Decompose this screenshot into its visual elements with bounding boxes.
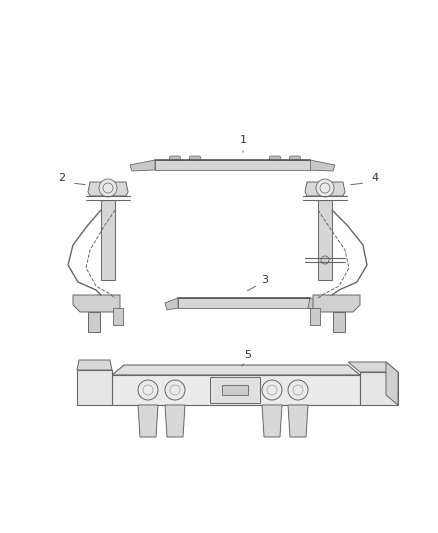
Polygon shape: [289, 156, 301, 160]
Polygon shape: [262, 405, 282, 437]
Polygon shape: [313, 295, 360, 312]
Polygon shape: [130, 160, 155, 171]
Polygon shape: [101, 200, 115, 280]
Polygon shape: [308, 160, 335, 171]
Text: 4: 4: [371, 173, 378, 183]
Polygon shape: [308, 298, 322, 310]
Polygon shape: [189, 156, 201, 160]
Polygon shape: [77, 370, 112, 405]
Circle shape: [99, 179, 117, 197]
Polygon shape: [88, 182, 128, 196]
Polygon shape: [210, 377, 260, 403]
Polygon shape: [269, 156, 281, 160]
Text: 3: 3: [261, 275, 268, 285]
Polygon shape: [310, 308, 320, 325]
Polygon shape: [165, 405, 185, 437]
Polygon shape: [155, 160, 310, 170]
Polygon shape: [348, 362, 398, 372]
Polygon shape: [88, 312, 100, 332]
Polygon shape: [333, 312, 345, 332]
Text: 2: 2: [58, 173, 66, 183]
Text: 1: 1: [240, 135, 247, 145]
Polygon shape: [288, 405, 308, 437]
Polygon shape: [360, 372, 398, 405]
Circle shape: [316, 179, 334, 197]
Polygon shape: [73, 295, 120, 312]
Polygon shape: [112, 365, 360, 375]
Polygon shape: [169, 156, 181, 160]
Polygon shape: [222, 385, 248, 395]
Polygon shape: [386, 362, 398, 405]
Polygon shape: [77, 360, 112, 370]
Polygon shape: [165, 298, 178, 310]
Polygon shape: [113, 308, 123, 325]
Polygon shape: [178, 298, 310, 308]
Polygon shape: [138, 405, 158, 437]
Text: 5: 5: [244, 350, 251, 360]
Polygon shape: [112, 375, 360, 405]
Polygon shape: [305, 182, 345, 196]
Polygon shape: [318, 200, 332, 280]
